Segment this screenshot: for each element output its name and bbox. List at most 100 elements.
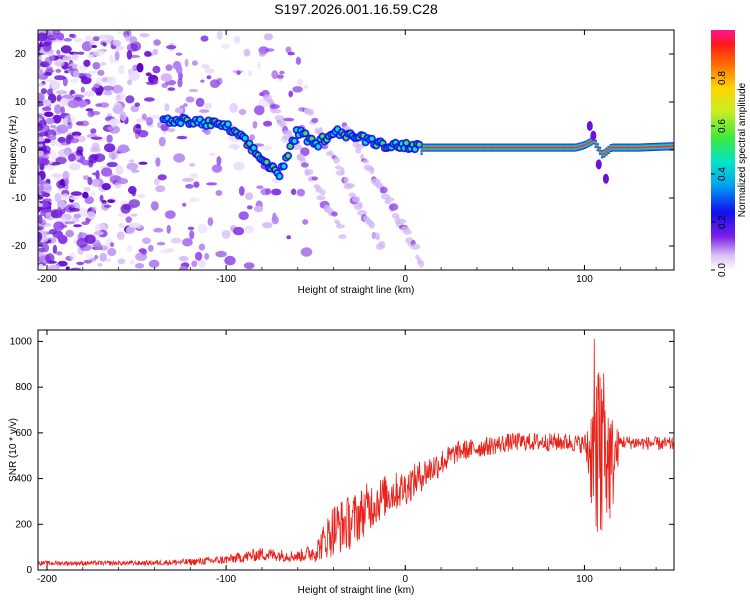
noise-blob: [183, 103, 188, 107]
trace-segment: [510, 143, 514, 152]
noise-blob: [70, 191, 83, 196]
noise-blob: [126, 43, 138, 52]
noise-blob: [204, 252, 210, 260]
noise-blob: [300, 147, 310, 157]
trace-segment: [585, 139, 589, 148]
noise-blob: [216, 156, 222, 166]
noise-blob: [72, 52, 79, 61]
noise-blob: [249, 134, 255, 141]
noise-blob: [126, 225, 136, 235]
noise-blob: [43, 138, 51, 144]
noise-blob: [106, 134, 113, 143]
noise-blob: [375, 235, 380, 241]
trace-segment: [499, 143, 503, 152]
noise-blob: [88, 92, 95, 97]
noise-blob: [45, 253, 55, 263]
noise-blob: [252, 121, 258, 129]
noise-blob: [292, 144, 302, 150]
noise-blob: [109, 173, 115, 184]
noise-blob: [418, 259, 425, 268]
noise-blob: [188, 88, 199, 93]
trace-segment: [566, 143, 569, 152]
trace-segment: [654, 142, 658, 151]
snr-series-line: [38, 338, 674, 567]
noise-blob: [285, 46, 292, 54]
trace-segment: [641, 143, 645, 152]
trace-spike: [595, 159, 602, 170]
trace-core: [247, 141, 252, 146]
noise-blob: [70, 78, 78, 84]
colorbar-gradient: [711, 30, 735, 270]
snr-xtick-label: -200: [37, 574, 57, 585]
noise-blob: [106, 258, 112, 262]
trace-segment: [467, 143, 471, 152]
noise-blob: [112, 39, 121, 47]
noise-blob: [38, 92, 45, 102]
trace-core: [242, 136, 248, 141]
trace-segment: [493, 143, 496, 152]
trace-segment: [624, 143, 628, 152]
noise-blob: [60, 45, 72, 54]
noise-blob: [128, 71, 140, 82]
trace-segment: [643, 143, 647, 152]
trace-segment: [431, 143, 434, 152]
noise-blob: [191, 60, 198, 66]
noise-blob: [187, 226, 195, 231]
noise-blob: [98, 62, 107, 66]
noise-blob: [52, 244, 58, 254]
trace-core: [309, 136, 314, 141]
colorbar-tick-label: 0.8: [717, 71, 728, 85]
trace-segment: [646, 143, 649, 152]
noise-blob: [56, 49, 61, 55]
snr-ytick-label: 0: [26, 565, 32, 576]
noise-blob: [282, 134, 289, 140]
noise-blob: [55, 68, 62, 73]
trace-segment: [549, 143, 552, 152]
noise-blob: [153, 39, 161, 46]
trace-segment: [480, 143, 483, 152]
noise-blob: [155, 185, 166, 193]
noise-blob: [300, 247, 313, 257]
noise-blob: [282, 117, 295, 122]
noise-blob: [166, 224, 171, 234]
noise-blob: [256, 185, 264, 189]
noise-blob: [173, 153, 186, 163]
noise-blob: [175, 52, 183, 56]
trace-segment: [622, 143, 625, 152]
trace-segment: [600, 150, 604, 159]
snr-ytick-label: 800: [15, 382, 32, 393]
noise-blob: [182, 177, 194, 182]
noise-blob: [94, 254, 99, 260]
noise-blob: [117, 258, 126, 265]
noise-blob: [200, 35, 209, 42]
noise-blob: [38, 157, 47, 165]
noise-blob: [95, 91, 103, 96]
noise-blob: [165, 248, 175, 253]
noise-blob: [155, 157, 161, 167]
noise-blob: [38, 175, 42, 184]
noise-blob: [46, 30, 52, 34]
noise-blob: [197, 224, 208, 234]
noise-blob: [185, 96, 195, 103]
trace-core: [316, 144, 321, 149]
trace-segment: [454, 143, 458, 152]
trace-core: [404, 140, 409, 146]
noise-blob: [268, 99, 275, 105]
noise-blob: [178, 265, 189, 270]
noise-blob: [190, 173, 199, 179]
noise-blob: [253, 205, 264, 213]
trace-segment: [618, 143, 621, 152]
trace-segment: [463, 143, 466, 152]
noise-blob: [245, 192, 254, 200]
noise-blob: [316, 195, 326, 201]
trace-segment: [469, 143, 473, 152]
noise-blob: [311, 176, 318, 181]
trace-segment: [439, 143, 443, 152]
trace-segment: [435, 143, 438, 152]
noise-blob: [87, 176, 93, 186]
noise-blob: [296, 188, 306, 197]
trace-segment: [620, 143, 623, 152]
